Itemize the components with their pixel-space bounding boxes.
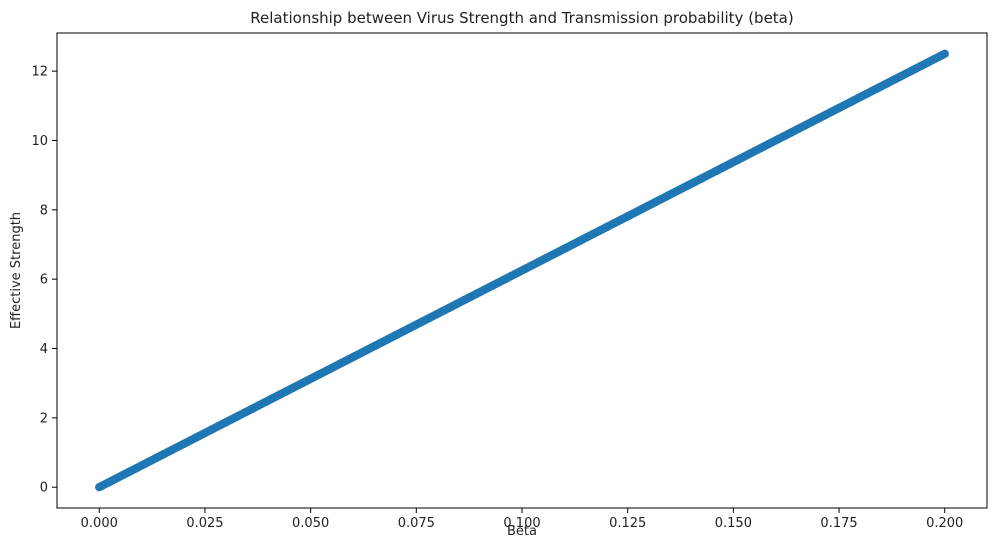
y-tick-label: 4 — [40, 342, 48, 357]
x-tick-label: 0.075 — [398, 516, 435, 531]
y-tick-label: 10 — [31, 134, 48, 149]
scatter-points — [95, 49, 949, 492]
x-tick-label: 0.000 — [81, 516, 118, 531]
x-tick-label: 0.125 — [609, 516, 646, 531]
y-axis-label: Effective Strength — [9, 212, 24, 329]
y-tick-label: 12 — [31, 65, 48, 80]
y-tick-label: 6 — [40, 273, 48, 288]
y-tick-label: 2 — [40, 411, 48, 426]
x-tick-label: 0.200 — [926, 516, 963, 531]
x-tick-label: 0.100 — [503, 516, 540, 531]
y-tick-label: 0 — [40, 481, 48, 496]
x-tick-label: 0.150 — [715, 516, 752, 531]
y-axis-ticks: 0 2 4 6 8 10 12 — [31, 65, 57, 496]
chart-title: Relationship between Virus Strength and … — [250, 9, 793, 27]
y-tick-label: 8 — [40, 203, 48, 218]
x-tick-label: 0.175 — [820, 516, 857, 531]
x-tick-label: 0.050 — [292, 516, 329, 531]
x-axis-ticks: 0.000 0.025 0.050 0.075 0.100 0.125 0.150 0.175… — [81, 508, 963, 531]
scatter-point — [940, 49, 949, 58]
x-axis-label: Beta — [507, 524, 537, 539]
x-tick-label: 0.025 — [186, 516, 223, 531]
